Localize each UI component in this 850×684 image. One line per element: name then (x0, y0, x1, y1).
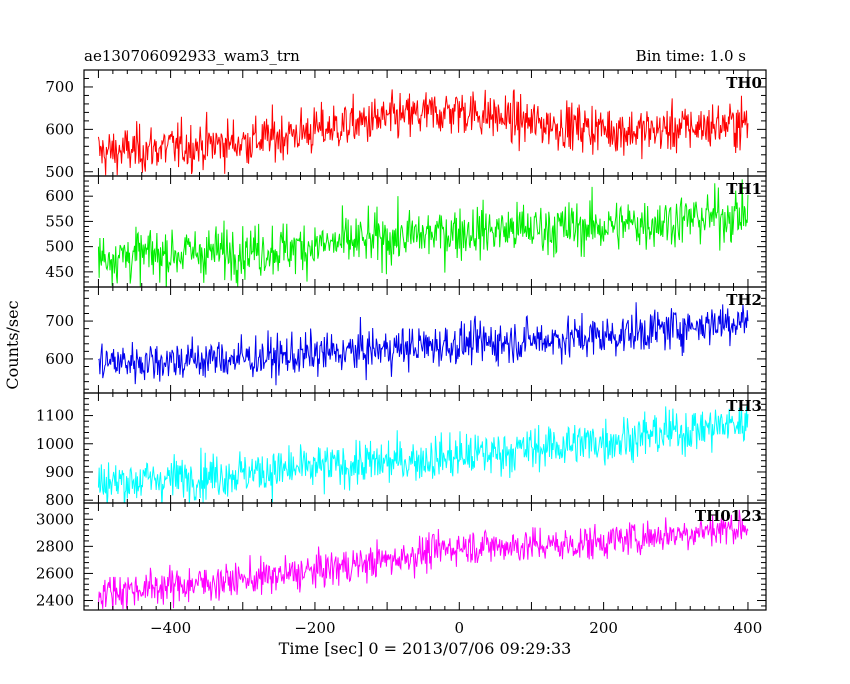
panel-label-th0123: TH0123 (695, 507, 762, 525)
x-axis-title: Time [sec] 0 = 2013/07/06 09:29:33 (279, 639, 572, 658)
panel-label-th1: TH1 (726, 180, 762, 198)
x-axis: −400 −200 0 200 400 (150, 619, 762, 637)
panel-label-th3: TH3 (726, 397, 762, 415)
y-axis-title: Counts/sec (3, 300, 22, 389)
y-tick-label: 2600 (36, 564, 74, 582)
y-tick-label: 450 (45, 263, 74, 281)
panel-th2: 600 700 TH2 (45, 286, 767, 394)
x-tick-label: −200 (294, 619, 335, 637)
y-tick-label: 900 (45, 463, 74, 481)
series-th0 (97, 89, 749, 176)
series-th0123 (97, 509, 749, 610)
panels-group: 500 600 700 TH0 450 500 550 600 TH1 600 700 TH2 800 9… (36, 69, 767, 611)
panel-frame (83, 502, 767, 611)
y-tick-label: 600 (45, 120, 74, 138)
x-tick-label: 200 (589, 619, 618, 637)
panel-label-th2: TH2 (726, 291, 762, 309)
series-th3 (97, 402, 749, 503)
y-tick-label: 500 (45, 163, 74, 181)
y-tick-label: 1000 (36, 435, 74, 453)
series-th1 (97, 179, 749, 287)
panel-label-th0: TH0 (726, 74, 762, 92)
x-tick-label: 400 (734, 619, 763, 637)
series-th2 (98, 302, 749, 386)
y-tick-label: 800 (45, 491, 74, 509)
y-tick-label: 700 (45, 78, 74, 96)
y-tick-label: 3000 (36, 510, 74, 528)
x-tick-label: −400 (150, 619, 191, 637)
y-tick-label: 1100 (36, 407, 74, 425)
panel-th3: 800 900 1000 1100 TH3 (36, 392, 767, 509)
x-tick-label: 0 (455, 619, 465, 637)
panel-th1: 450 500 550 600 TH1 (45, 175, 767, 288)
y-tick-label: 500 (45, 238, 74, 256)
y-tick-label: 700 (45, 312, 74, 330)
y-tick-label: 600 (45, 350, 74, 368)
y-tick-label: 550 (45, 212, 74, 230)
y-tick-label: 2400 (36, 592, 74, 610)
panel-frame (83, 175, 767, 288)
panel-th0: 500 600 700 TH0 (45, 69, 767, 181)
y-tick-label: 2800 (36, 537, 74, 555)
chart-title: ae130706092933_wam3_trn (84, 47, 300, 65)
panel-frame (83, 392, 767, 504)
bin-time-label: Bin time: 1.0 s (636, 47, 746, 65)
panel-th0123: 2400 2600 2800 3000 TH0123 (36, 502, 767, 611)
y-tick-label: 600 (45, 187, 74, 205)
